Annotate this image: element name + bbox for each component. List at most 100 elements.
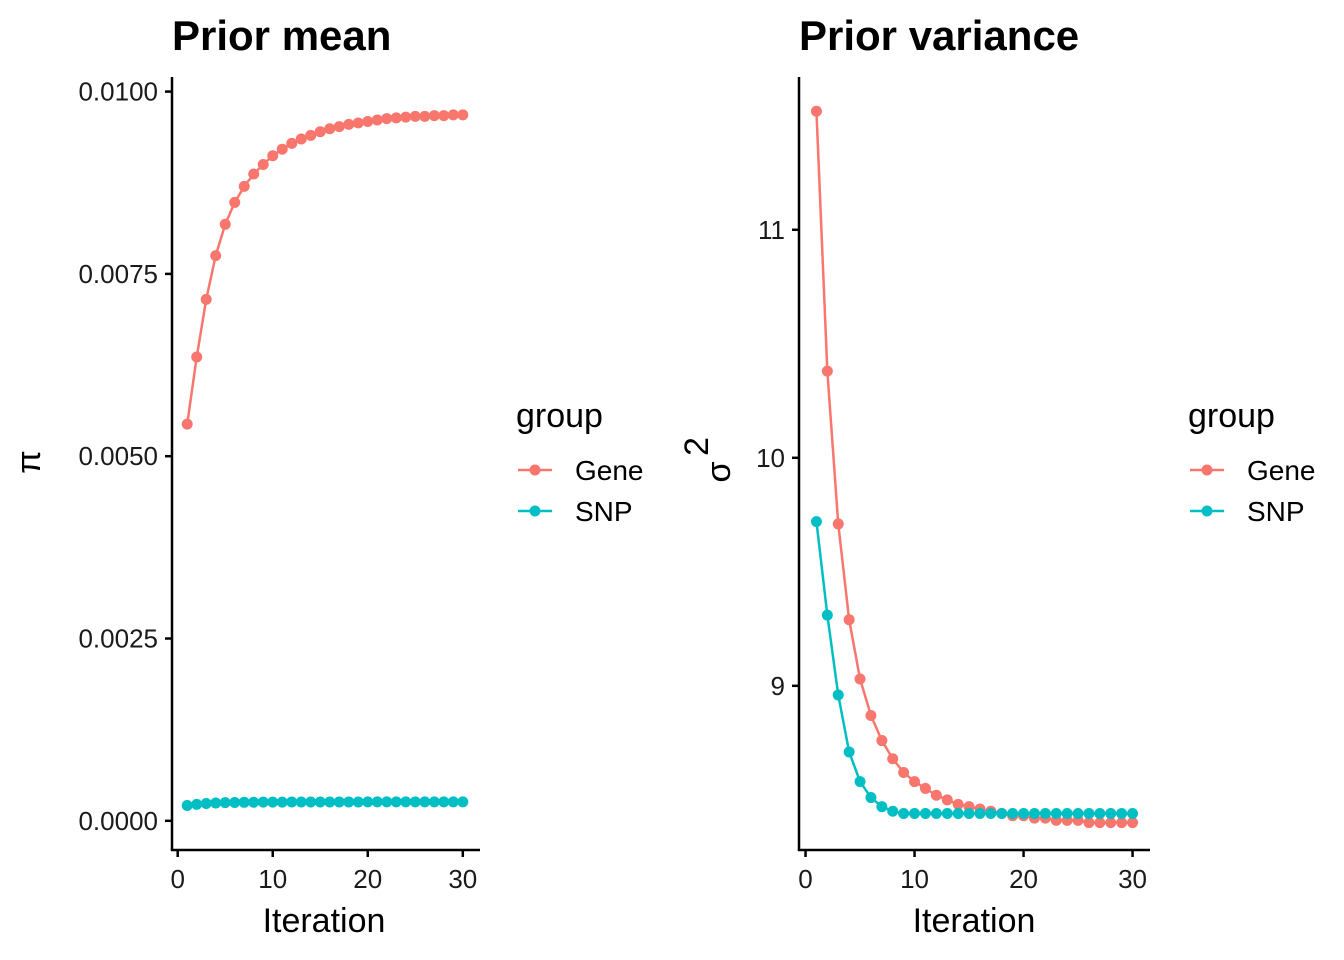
data-point-gene xyxy=(428,110,440,122)
data-point-snp xyxy=(810,516,822,528)
legend-item-snp: SNP xyxy=(518,496,633,527)
data-point-snp xyxy=(1028,808,1040,820)
data-point-snp xyxy=(963,808,975,820)
data-point-gene xyxy=(1094,817,1106,829)
data-point-gene xyxy=(371,114,383,126)
legend-title: group xyxy=(1188,397,1275,435)
data-point-snp xyxy=(381,796,393,808)
data-point-gene xyxy=(447,109,459,121)
x-axis-ticks: 0 10 20 30 xyxy=(170,850,477,894)
data-point-snp xyxy=(865,792,877,804)
data-point-gene xyxy=(843,614,855,626)
data-point-gene xyxy=(248,168,260,180)
data-point-snp xyxy=(419,796,431,808)
legend-key-gene-point xyxy=(1201,464,1213,476)
plot-area xyxy=(810,105,1139,829)
legend-key-snp-point xyxy=(1201,505,1213,517)
legend-key-snp-point xyxy=(529,505,541,517)
data-point-snp xyxy=(438,796,450,808)
x-tick-label: 10 xyxy=(900,864,929,894)
data-point-snp xyxy=(343,796,355,808)
data-point-snp xyxy=(1007,808,1019,820)
data-point-snp xyxy=(832,689,844,701)
data-point-snp xyxy=(898,808,910,820)
x-tick-label: 30 xyxy=(448,864,477,894)
data-point-gene xyxy=(324,123,336,135)
data-point-snp xyxy=(1061,808,1073,820)
data-point-gene xyxy=(909,776,921,788)
data-point-snp xyxy=(843,746,855,758)
legend-label-gene: Gene xyxy=(575,455,644,486)
y-tick-label: 0.0100 xyxy=(78,77,158,107)
data-point-gene xyxy=(854,673,866,685)
legend-item-gene: Gene xyxy=(1190,455,1316,486)
legend-label-snp: SNP xyxy=(575,496,633,527)
data-point-snp xyxy=(390,796,402,808)
y-tick-label: 0.0000 xyxy=(78,806,158,836)
data-point-gene xyxy=(952,798,964,810)
data-point-gene xyxy=(865,709,877,721)
data-point-snp xyxy=(333,796,345,808)
x-tick-label: 20 xyxy=(1009,864,1038,894)
prior-mean-panel: Prior mean π Iteration 0.0000 0.0025 0.005… xyxy=(10,12,644,940)
data-point-gene xyxy=(295,133,307,145)
y-axis-title: σ xyxy=(700,461,738,482)
data-point-gene xyxy=(181,418,193,430)
data-point-gene xyxy=(276,143,288,155)
data-point-snp xyxy=(286,796,298,808)
data-point-snp xyxy=(887,805,899,817)
x-tick-label: 20 xyxy=(353,864,382,894)
data-point-gene xyxy=(821,365,833,377)
series-line-gene xyxy=(815,111,1133,824)
x-tick-label: 0 xyxy=(798,864,812,894)
chart-title: Prior variance xyxy=(799,12,1079,59)
data-point-snp xyxy=(191,798,203,810)
data-point-snp xyxy=(821,609,833,621)
y-tick-label: 0.0050 xyxy=(78,441,158,471)
legend-label-gene: Gene xyxy=(1247,455,1316,486)
data-point-gene xyxy=(400,111,412,123)
data-point-snp xyxy=(371,796,383,808)
data-point-snp xyxy=(1050,808,1062,820)
chart-title: Prior mean xyxy=(172,12,391,59)
data-point-snp xyxy=(400,796,412,808)
y-tick-label: 11 xyxy=(758,215,785,245)
data-point-snp xyxy=(295,796,307,808)
y-axis-ticks: 9 10 11 xyxy=(756,215,799,701)
plot-area xyxy=(181,109,469,812)
series-line-snp xyxy=(815,521,1133,815)
legend: group Gene SNP xyxy=(1188,397,1316,527)
data-point-snp xyxy=(1094,808,1106,820)
y-tick-label: 0.0025 xyxy=(78,624,158,654)
data-point-gene xyxy=(457,109,469,121)
data-point-snp xyxy=(409,796,421,808)
data-point-gene xyxy=(333,121,345,133)
x-tick-label: 30 xyxy=(1118,864,1147,894)
legend-item-gene: Gene xyxy=(518,455,644,486)
x-axis-title: Iteration xyxy=(263,902,386,940)
data-point-snp xyxy=(276,796,288,808)
data-point-snp xyxy=(941,808,953,820)
data-point-gene xyxy=(887,753,899,765)
data-point-gene xyxy=(930,789,942,801)
data-point-snp xyxy=(974,808,986,820)
data-point-gene xyxy=(219,218,231,230)
y-tick-label: 0.0075 xyxy=(78,259,158,289)
data-point-gene xyxy=(941,794,953,806)
x-tick-label: 0 xyxy=(170,864,184,894)
data-point-gene xyxy=(1127,817,1139,829)
data-point-gene xyxy=(810,105,822,117)
legend-title: group xyxy=(516,397,603,435)
data-point-snp xyxy=(909,808,921,820)
series-line-gene xyxy=(185,113,463,425)
y-axis-title-superscript: 2 xyxy=(678,437,716,456)
data-point-gene xyxy=(343,118,355,130)
data-point-snp xyxy=(457,796,469,808)
data-point-gene xyxy=(362,115,374,127)
data-point-gene xyxy=(898,766,910,778)
legend-key-gene-point xyxy=(529,464,541,476)
y-tick-label: 10 xyxy=(756,443,785,473)
y-axis-title: π xyxy=(10,450,48,473)
data-point-gene xyxy=(409,110,421,122)
